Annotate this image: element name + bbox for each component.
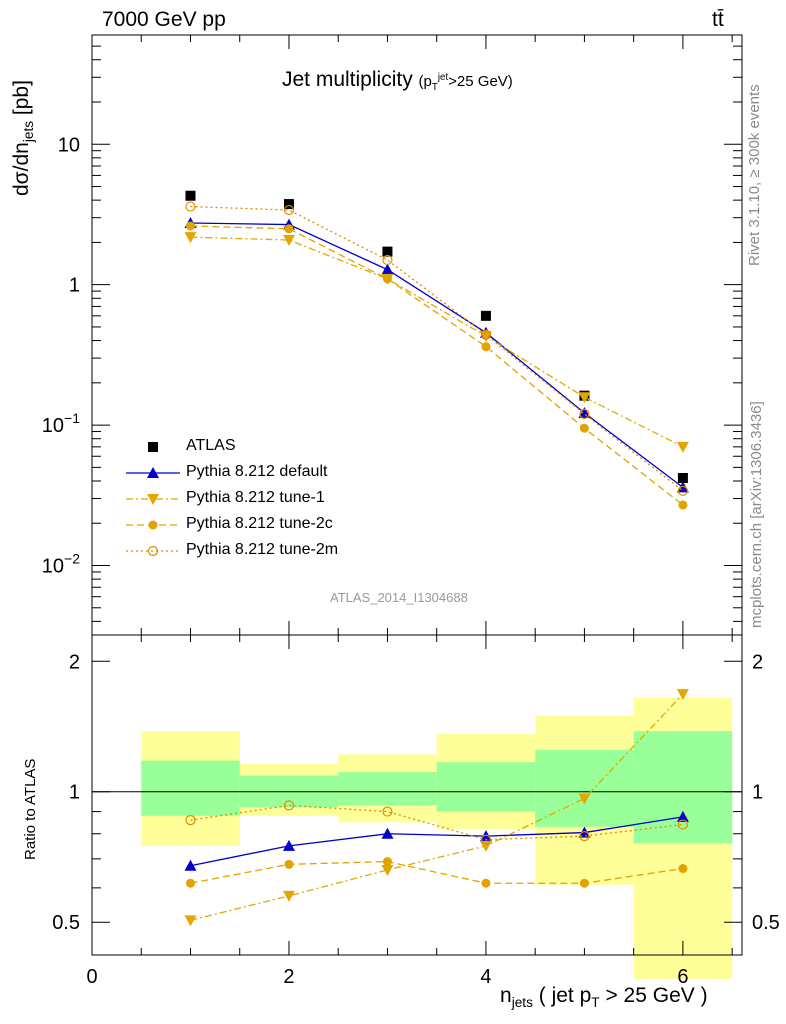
mcplots-label: mcplots.cern.ch [arXiv:1306.3436] [748, 401, 765, 628]
main-series-point [578, 406, 591, 418]
y-axis-title-ratio: Ratio to ATLAS [22, 758, 39, 860]
main-series-point [678, 500, 688, 510]
ratio-series-point [184, 915, 197, 927]
main-series-point [282, 235, 295, 247]
legend-marker [147, 545, 159, 557]
main-series-point [185, 221, 195, 231]
main-series-point [579, 423, 589, 433]
plot-title-main: Jet multiplicity [282, 68, 413, 91]
ratio-series-point [284, 859, 294, 869]
y-tick-label-main: 10−1 [42, 410, 80, 437]
y-tick-label-main: 10 [58, 134, 80, 156]
ratio-series-point [578, 793, 591, 805]
main-series-point [283, 199, 294, 210]
y-tick-label-ratio: 1 [69, 782, 80, 804]
ratio-series-point [678, 864, 688, 874]
main-series-point [480, 329, 492, 340]
main-series-point [481, 342, 491, 352]
legend-marker [147, 467, 159, 478]
ratio-series-point [282, 839, 295, 851]
ratio-series-point [381, 864, 394, 876]
ratio-series-point [579, 878, 589, 888]
legend-marker [148, 442, 158, 452]
main-series-line [190, 236, 684, 448]
ratio-band-inner [633, 731, 733, 844]
ratio-series-point [184, 859, 197, 871]
legend-marker [147, 494, 159, 505]
ratio-series-point [579, 831, 590, 842]
ratio-series-point [382, 806, 393, 817]
main-series-point [676, 441, 689, 453]
main-series-point [381, 263, 394, 275]
main-series-point [185, 201, 196, 212]
main-series-point [284, 224, 294, 234]
x-axis-title: njets ( jet pT > 25 GeV ) [500, 984, 708, 1011]
main-series-point [677, 485, 689, 496]
main-series-point [579, 408, 590, 420]
y-tick-label-ratio-right: 1 [752, 782, 763, 804]
main-series-point [479, 331, 492, 343]
plot-title: Jet multiplicity (pTjet>25 GeV) [282, 68, 513, 93]
ratio-series-point [381, 827, 394, 839]
y-tick-label-main: 10−2 [42, 551, 80, 578]
ratio-series-point [676, 810, 689, 822]
ratio-series-point [185, 878, 195, 888]
y-tick-label-ratio: 2 [69, 651, 80, 673]
main-series-line [190, 225, 684, 506]
x-tick-label: 2 [283, 966, 294, 988]
rivet-version-label: Rivet 3.1.10, ≥ 300k events [746, 84, 763, 266]
y-axis-title-main: dσ/dnjets [pb] [10, 80, 37, 196]
main-series-point [283, 204, 295, 216]
ratio-band-inner [338, 772, 437, 806]
main-series-point [185, 190, 196, 201]
analysis-id-label: ATLAS_2014_I1304688 [330, 590, 468, 605]
legend-label-tune-2c: Pythia 8.212 tune-2c [186, 515, 333, 532]
x-tick-label: 6 [677, 966, 688, 988]
x-tick-label: 0 [86, 966, 97, 988]
ratio-series-point [185, 815, 196, 826]
x-tick-label: 4 [480, 966, 491, 988]
ratio-series-point [481, 878, 491, 888]
ratio-frame [91, 634, 743, 956]
ratio-series-point [382, 857, 392, 867]
ratio-series-line [190, 860, 684, 884]
y-tick-label-ratio-right: 2 [752, 651, 763, 673]
legend-label-tune-1: Pythia 8.212 tune-1 [186, 489, 325, 506]
ratio-series-line [190, 693, 684, 921]
main-series-point [480, 310, 491, 321]
ratio-series-point [282, 890, 295, 902]
legend-label-atlas: ATLAS [186, 437, 236, 454]
ratio-series-point [283, 800, 295, 811]
main-series-point [578, 392, 591, 404]
ratio-series-line [190, 804, 683, 841]
ratio-series-point [480, 834, 492, 845]
process-label: tt̄ [712, 8, 724, 31]
main-series-point [184, 232, 197, 244]
legend-label-tune-2m: Pythia 8.212 tune-2m [186, 541, 339, 558]
legend-label-default: Pythia 8.212 default [186, 463, 328, 480]
ratio-series-point [677, 819, 689, 830]
ratio-series-line [190, 816, 684, 867]
ratio-band-inner [141, 760, 240, 816]
y-tick-label-ratio-right: 0.5 [752, 912, 780, 934]
main-series-line [190, 205, 684, 492]
main-series-line [190, 222, 684, 488]
main-series-point [677, 473, 688, 484]
ratio-series-point [676, 689, 689, 701]
y-tick-label-ratio: 0.5 [52, 912, 80, 934]
energy-label: 7000 GeV pp [102, 8, 226, 31]
y-tick-label-main: 1 [69, 275, 80, 297]
ratio-band-inner [436, 762, 536, 812]
main-series-point [382, 274, 392, 284]
legend-marker [148, 520, 158, 530]
main-series-point [382, 246, 393, 257]
main-series-point [382, 254, 393, 266]
